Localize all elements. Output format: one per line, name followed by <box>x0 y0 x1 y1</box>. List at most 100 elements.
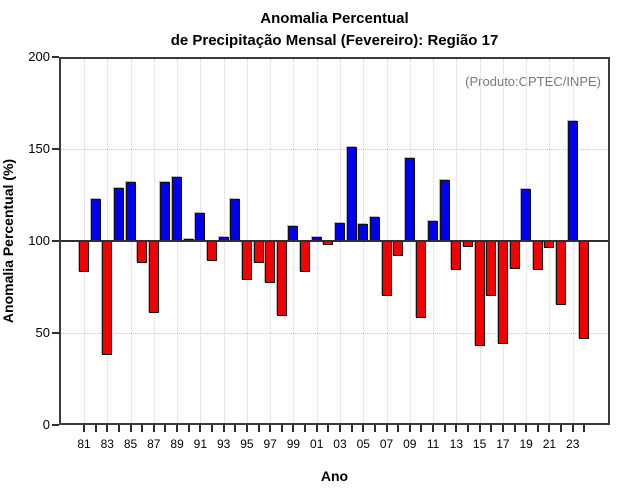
x-tick-label-1983: 83 <box>100 437 114 451</box>
y-tick-label-150: 150 <box>28 141 50 156</box>
x-tick-1995 <box>245 425 248 432</box>
bar-1998 <box>276 241 287 317</box>
x-tick-1984 <box>117 425 120 432</box>
x-tick-1998 <box>280 425 283 432</box>
bar-1982 <box>90 198 101 241</box>
bar-1984 <box>113 187 124 241</box>
x-tick-label-2015: 15 <box>472 437 487 451</box>
bar-2015 <box>474 241 485 346</box>
x-tick-1985 <box>129 425 132 432</box>
bar-2022 <box>556 241 567 306</box>
x-tick-label-2007: 07 <box>379 437 394 451</box>
x-tick-label-2005: 05 <box>356 437 370 451</box>
h-gridline-150 <box>61 149 608 150</box>
y-tick-label-200: 200 <box>28 49 50 64</box>
bar-2016 <box>486 241 497 297</box>
x-tick-label-2019: 19 <box>519 437 533 451</box>
y-tick-label-100: 100 <box>28 233 50 248</box>
x-tick-1986 <box>141 425 144 432</box>
x-tick-label-2021: 21 <box>542 437 557 451</box>
y-tick-100 <box>52 240 59 242</box>
bar-2018 <box>509 241 520 269</box>
x-tick-2004 <box>350 425 353 432</box>
bar-1983 <box>102 241 113 356</box>
y-tick-50 <box>52 332 59 334</box>
x-tick-1996 <box>257 425 260 432</box>
y-tick-200 <box>52 56 59 58</box>
bar-1994 <box>230 198 241 241</box>
x-tick-2008 <box>397 425 400 432</box>
chart-title-line1: Anomalia Percentual <box>260 10 409 27</box>
y-tick-label-50: 50 <box>35 325 50 340</box>
x-tick-label-1997: 97 <box>263 437 277 451</box>
x-tick-1983 <box>106 425 109 432</box>
bar-2023 <box>567 121 578 241</box>
x-tick-label-2023: 23 <box>566 437 580 451</box>
bar-2008 <box>393 241 404 256</box>
x-tick-1988 <box>164 425 167 432</box>
y-tick-label-0: 0 <box>42 417 50 432</box>
bar-1997 <box>265 241 276 284</box>
x-tick-label-2011: 11 <box>426 437 440 451</box>
bar-2020 <box>532 241 543 271</box>
x-tick-1981 <box>83 425 85 432</box>
bar-2013 <box>451 241 462 271</box>
plot-area: (Produto:CPTEC/INPE) <box>59 57 610 425</box>
x-tick-label-1993: 93 <box>216 437 231 451</box>
x-tick-2006 <box>373 425 376 432</box>
x-tick-2013 <box>455 425 458 432</box>
bar-1981 <box>79 241 89 273</box>
x-tick-2003 <box>338 425 341 432</box>
x-tick-2019 <box>525 425 528 432</box>
x-tick-2024 <box>583 425 586 432</box>
x-tick-2021 <box>548 425 551 432</box>
bar-1989 <box>172 176 183 241</box>
bar-1995 <box>241 241 252 280</box>
bar-1996 <box>253 241 264 264</box>
x-tick-label-1989: 89 <box>170 437 184 451</box>
x-tick-1987 <box>152 425 155 432</box>
x-tick-1990 <box>187 425 190 432</box>
bar-2017 <box>497 241 508 345</box>
x-tick-2002 <box>327 425 330 432</box>
x-tick-1989 <box>176 425 179 432</box>
x-tick-label-1987: 87 <box>147 437 161 451</box>
y-tick-150 <box>52 148 59 150</box>
x-tick-label-2013: 13 <box>449 437 464 451</box>
x-tick-2017 <box>501 425 504 432</box>
chart-title-line2: de Precipitação Mensal (Fevereiro): Regi… <box>170 32 499 49</box>
bar-2007 <box>381 241 392 297</box>
x-tick-2007 <box>385 425 388 432</box>
x-tick-2022 <box>560 425 563 432</box>
x-tick-label-2017: 17 <box>496 437 510 451</box>
x-tick-label-2003: 03 <box>333 437 347 451</box>
x-tick-1993 <box>222 425 225 432</box>
baseline-100 <box>61 240 608 242</box>
bar-1991 <box>195 213 206 241</box>
bar-2006 <box>369 217 380 241</box>
x-tick-2015 <box>478 425 481 432</box>
x-tick-label-1981: 81 <box>77 437 91 451</box>
bar-2005 <box>358 224 369 241</box>
x-tick-2023 <box>571 425 574 432</box>
x-axis-label: Ano <box>320 468 349 484</box>
x-tick-label-1999: 99 <box>286 437 301 451</box>
x-tick-label-1985: 85 <box>123 437 138 451</box>
bar-2000 <box>300 241 311 273</box>
chart-title: Anomalia Percentual de Precipitação Mens… <box>59 8 610 52</box>
bar-2011 <box>428 220 439 241</box>
x-tick-1999 <box>292 425 295 432</box>
x-tick-2014 <box>466 425 469 432</box>
x-tick-label-2001: 01 <box>310 437 324 451</box>
bar-2003 <box>334 222 345 241</box>
bar-1992 <box>206 241 217 262</box>
x-tick-1994 <box>234 425 237 432</box>
x-tick-2011 <box>432 425 435 432</box>
bar-1999 <box>288 226 299 241</box>
x-tick-label-1995: 95 <box>240 437 254 451</box>
x-tick-2012 <box>443 425 446 432</box>
bar-2009 <box>404 158 415 241</box>
y-tick-0 <box>52 424 59 426</box>
bar-1988 <box>160 182 171 241</box>
